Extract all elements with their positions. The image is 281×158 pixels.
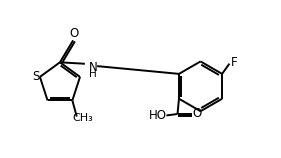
Text: O: O [69,27,78,40]
Text: O: O [193,107,202,121]
Text: H: H [89,69,97,79]
Text: CH₃: CH₃ [73,113,94,123]
Text: HO: HO [149,109,167,122]
Text: S: S [32,70,40,83]
Text: N: N [89,61,98,74]
Text: F: F [231,56,238,69]
